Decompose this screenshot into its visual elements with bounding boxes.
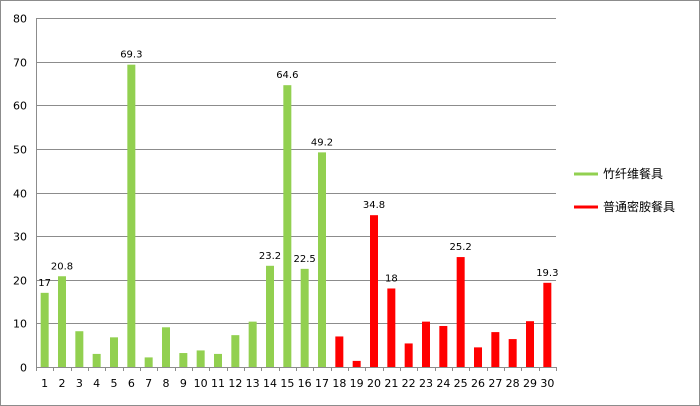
x-tick-label: 7: [145, 377, 152, 390]
x-tick-label: 14: [263, 377, 277, 390]
data-label: 34.8: [363, 200, 385, 211]
bar: [162, 327, 170, 367]
x-tick-label: 4: [93, 377, 100, 390]
bar: [370, 215, 378, 367]
x-tick-label: 21: [384, 377, 398, 390]
y-tick-label: 70: [13, 57, 27, 70]
bar: [231, 335, 240, 367]
data-label: 25.2: [450, 242, 472, 253]
bar: [318, 152, 326, 367]
bar: [248, 321, 257, 367]
x-tick-label: 24: [436, 377, 450, 390]
bar: [491, 332, 500, 367]
data-label: 64.6: [276, 70, 298, 81]
x-tick-label: 15: [280, 377, 294, 390]
bar: [508, 339, 517, 367]
data-label: 17: [38, 278, 51, 289]
bar: [283, 85, 292, 368]
bar: [352, 360, 361, 367]
data-label: 18: [385, 273, 398, 284]
x-tick-label: 23: [419, 377, 433, 390]
y-tick-label: 80: [13, 13, 27, 26]
x-tick-label: 30: [540, 377, 554, 390]
bar: [214, 353, 222, 367]
data-label: 69.3: [120, 50, 142, 61]
x-tick-label: 2: [59, 377, 66, 390]
y-tick-label: 60: [13, 100, 27, 113]
y-tick-label: 50: [13, 144, 27, 157]
bar: [526, 321, 534, 367]
y-tick-label: 30: [13, 231, 27, 244]
bar: [196, 350, 205, 367]
x-tick-label: 12: [228, 377, 242, 390]
x-tick-label: 18: [332, 377, 346, 390]
bar: [75, 331, 84, 367]
data-label: 22.5: [294, 254, 316, 265]
bar: [300, 268, 309, 367]
x-tick-label: 9: [180, 377, 187, 390]
data-label: 19.3: [536, 268, 558, 279]
y-tick-label: 10: [13, 318, 27, 331]
x-tick-label: 17: [315, 377, 329, 390]
x-tick-label: 20: [367, 377, 381, 390]
x-tick-label: 29: [523, 377, 537, 390]
data-label: 49.2: [311, 137, 333, 148]
bar: [439, 325, 448, 367]
x-tick-label: 6: [128, 377, 135, 390]
bar: [127, 64, 136, 368]
x-tick-label: 19: [350, 377, 364, 390]
y-tick-label: 0: [20, 362, 27, 375]
x-tick-label: 16: [298, 377, 312, 390]
bar: [387, 288, 396, 367]
bar: [335, 336, 344, 367]
x-tick-label: 22: [402, 377, 416, 390]
x-tick-label: 8: [163, 377, 170, 390]
x-tick-label: 1: [41, 377, 48, 390]
bar: [266, 265, 274, 367]
y-tick-label: 40: [13, 188, 27, 201]
bar: [456, 257, 465, 367]
bar: [110, 337, 118, 367]
bar: [474, 347, 482, 367]
data-label: 20.8: [51, 261, 73, 272]
bar: [144, 357, 153, 367]
bar: [40, 292, 49, 367]
bar: [179, 353, 188, 367]
x-tick-label: 10: [194, 377, 208, 390]
x-tick-label: 11: [211, 377, 225, 390]
legend-label: 竹纤维餐具: [603, 166, 663, 181]
bar: [58, 276, 66, 367]
x-tick-label: 3: [76, 377, 83, 390]
bar: [92, 353, 101, 367]
x-tick-label: 26: [471, 377, 485, 390]
bars: [40, 64, 552, 368]
x-tick-label: 5: [111, 377, 118, 390]
y-tick-label: 20: [13, 275, 27, 288]
bar: [404, 343, 413, 367]
x-tick-label: 27: [488, 377, 502, 390]
x-tick-label: 28: [506, 377, 520, 390]
legend-label: 普通密胺餐具: [603, 199, 675, 214]
x-tick-label: 25: [454, 377, 468, 390]
data-label: 23.2: [259, 251, 281, 262]
bar: [543, 282, 552, 367]
x-tick-label: 13: [246, 377, 260, 390]
bar: [422, 321, 430, 367]
